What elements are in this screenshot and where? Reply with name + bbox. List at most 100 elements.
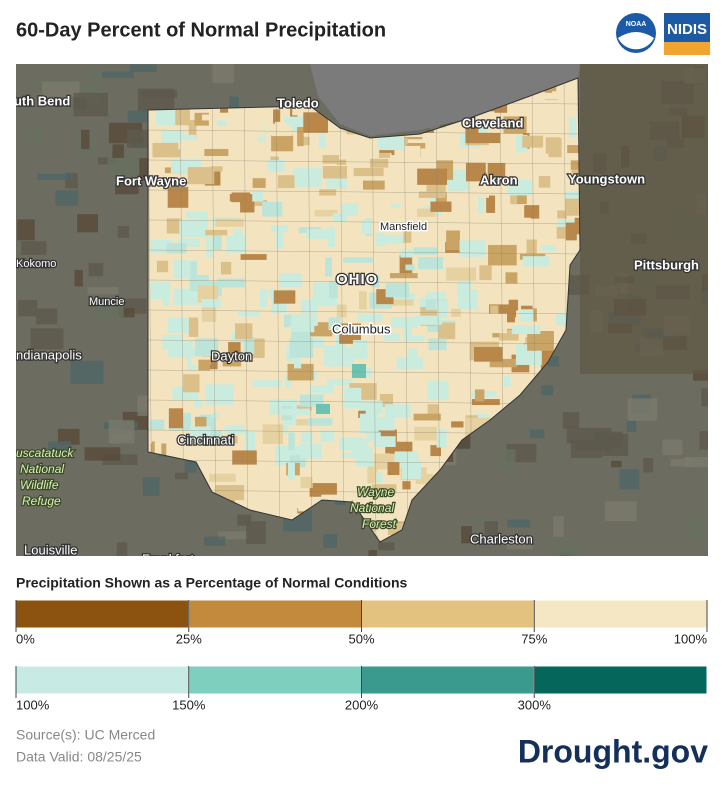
precip-patch	[390, 317, 418, 329]
precip-patch	[375, 232, 386, 247]
terrain-patch	[562, 412, 580, 429]
precip-patch	[198, 359, 210, 371]
precip-patch	[415, 474, 443, 485]
terrain-patch	[129, 64, 157, 72]
precip-patch	[353, 167, 384, 177]
precip-patch	[316, 404, 330, 414]
precip-patch	[475, 389, 485, 402]
precip-patch	[195, 338, 219, 357]
precip-patch	[306, 229, 330, 240]
park-label: Refuge	[22, 494, 61, 508]
precip-patch	[216, 278, 245, 288]
terrain-patch	[112, 144, 124, 158]
precip-patch	[361, 219, 372, 234]
precip-patch	[359, 400, 383, 414]
legend-label: 75%	[521, 631, 547, 646]
precip-patch	[216, 118, 227, 127]
precip-patch	[435, 192, 447, 209]
county-line	[148, 159, 580, 165]
precip-patch	[569, 117, 577, 139]
precip-patch	[309, 483, 337, 497]
city-label: outh Bend	[6, 93, 70, 108]
city-label: Pittsburgh	[634, 257, 699, 272]
precip-patch	[548, 138, 562, 158]
terrain-patch	[74, 269, 83, 287]
county-line	[339, 78, 345, 542]
terrain-patch	[604, 501, 637, 522]
precip-patch	[417, 168, 448, 185]
precip-patch	[351, 137, 359, 155]
precip-patch	[288, 432, 295, 451]
precip-patch	[420, 148, 439, 159]
terrain-patch	[323, 534, 338, 548]
precip-patch	[471, 399, 500, 406]
city-label: Dayton	[211, 348, 252, 363]
precip-patch	[427, 380, 449, 401]
nidis-logo-text: NIDIS	[667, 21, 707, 38]
terrain-patch	[619, 469, 640, 490]
precip-patch	[212, 230, 222, 250]
precip-patch	[451, 421, 464, 428]
terrain-patch	[507, 519, 530, 528]
precip-patch	[188, 317, 199, 337]
legend-label: 300%	[518, 697, 552, 712]
precip-patch	[318, 128, 326, 149]
city-label: Columbus	[332, 321, 391, 336]
precip-patch	[321, 494, 346, 503]
precip-patch	[389, 273, 418, 279]
city-label: ndianapolis	[16, 347, 82, 362]
precip-patch	[341, 203, 359, 216]
precip-patch	[303, 112, 329, 133]
precip-patch	[485, 238, 506, 249]
precip-patch	[403, 325, 412, 343]
precip-patch	[405, 264, 415, 271]
precip-patch	[372, 274, 380, 288]
precip-patch	[300, 432, 313, 443]
precip-patch	[403, 224, 412, 243]
precip-patch	[329, 280, 338, 299]
terrain-patch	[541, 385, 554, 396]
park-label: National	[350, 501, 394, 515]
terrain-patch	[693, 370, 708, 381]
precip-patch	[352, 437, 366, 455]
precip-patch	[309, 385, 334, 393]
precip-patch	[233, 229, 243, 242]
terrain-patch	[98, 157, 116, 165]
terrain-patch	[127, 110, 154, 123]
terrain-patch	[204, 536, 226, 546]
legend-label: 200%	[345, 697, 379, 712]
terrain-patch	[547, 355, 560, 367]
terrain-patch	[461, 526, 472, 544]
city-label: Kokomo	[16, 258, 56, 270]
city-label: Cincinnati	[177, 432, 234, 447]
precip-patch	[400, 249, 414, 258]
precip-patch	[402, 481, 411, 490]
terrain-patch	[575, 427, 612, 452]
precip-patch	[481, 281, 494, 301]
precip-patch	[241, 153, 251, 161]
terrain-patch	[70, 360, 104, 384]
precip-patch	[190, 426, 211, 438]
precip-patch	[459, 240, 486, 257]
precip-patch	[280, 408, 311, 416]
terrain-patch	[142, 477, 160, 496]
precip-patch	[436, 428, 447, 448]
precip-patch	[479, 265, 492, 281]
precip-patch	[206, 236, 213, 258]
precip-patch	[565, 222, 577, 241]
precip-patch	[224, 462, 232, 471]
precip-patch	[291, 314, 318, 326]
legend-swatch	[15, 665, 190, 695]
precip-patch	[332, 213, 347, 222]
precip-patch	[152, 142, 181, 158]
precip-patch	[414, 315, 443, 325]
precip-patch	[485, 227, 498, 235]
precip-patch	[359, 291, 367, 310]
precip-patch	[413, 247, 437, 256]
legend-label: 50%	[348, 631, 374, 646]
park-label: Wayne	[357, 485, 394, 499]
legend-swatch	[361, 599, 535, 629]
terrain-patch	[627, 398, 658, 421]
precip-patch	[369, 158, 389, 168]
